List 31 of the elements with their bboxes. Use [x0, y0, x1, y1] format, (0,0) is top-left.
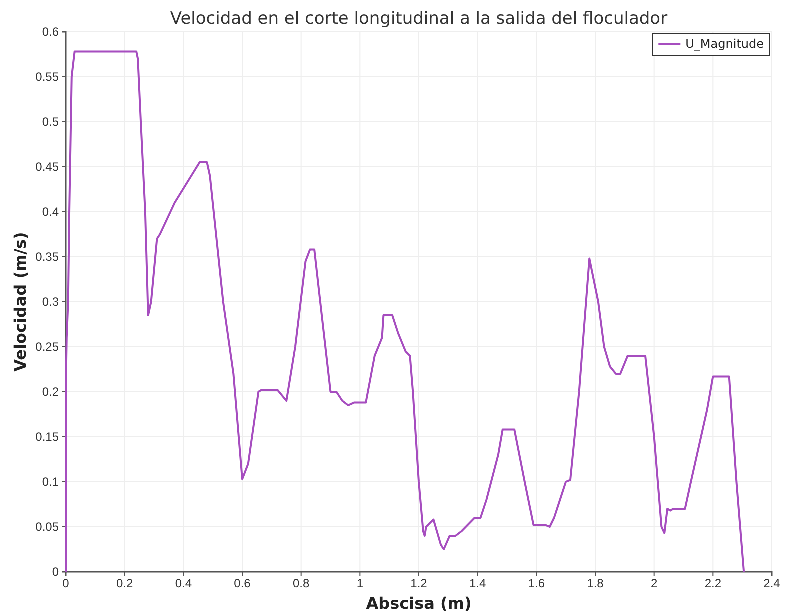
x-tick-label: 1.4 — [469, 576, 486, 591]
y-tick-label: 0.4 — [42, 204, 60, 219]
y-tick-label: 0.05 — [36, 520, 60, 534]
y-tick-label: 0.45 — [36, 160, 60, 174]
x-tick-label: 1.6 — [528, 576, 546, 591]
legend-label: U_Magnitude — [686, 37, 764, 51]
y-tick-label: 0.35 — [36, 250, 60, 264]
y-tick-label: 0.6 — [42, 24, 60, 39]
x-tick-label: 0.8 — [292, 576, 310, 591]
y-tick-label: 0.55 — [36, 70, 60, 84]
y-tick-label: 0.3 — [42, 294, 60, 309]
y-tick-label: 0.25 — [36, 340, 60, 354]
y-tick-label: 0.5 — [42, 114, 60, 129]
x-tick-label: 0 — [62, 576, 70, 591]
y-tick-label: 0.1 — [42, 474, 60, 489]
y-tick-label: 0 — [52, 564, 60, 579]
x-tick-label: 1.2 — [410, 576, 428, 591]
x-tick-label: 2 — [650, 576, 658, 591]
line-series — [65, 50, 746, 573]
x-tick-label: 0.2 — [116, 576, 134, 591]
x-tick-label: 0.6 — [234, 576, 252, 591]
y-tick-label: 0.15 — [36, 430, 60, 444]
x-tick-label: 1.8 — [587, 576, 604, 591]
x-tick-label: 1 — [356, 576, 364, 591]
x-tick-label: 2.4 — [764, 576, 781, 591]
chart-title: Velocidad en el corte longitudinal a la salida del floculador — [170, 9, 668, 29]
x-tick-label: 0.4 — [175, 576, 192, 591]
x-tick-label: 2.2 — [704, 576, 722, 591]
y-axis-title: Velocidad (m/s) — [11, 232, 30, 372]
x-axis-title: Abscisa (m) — [366, 594, 472, 613]
y-tick-label: 0.2 — [42, 384, 60, 399]
